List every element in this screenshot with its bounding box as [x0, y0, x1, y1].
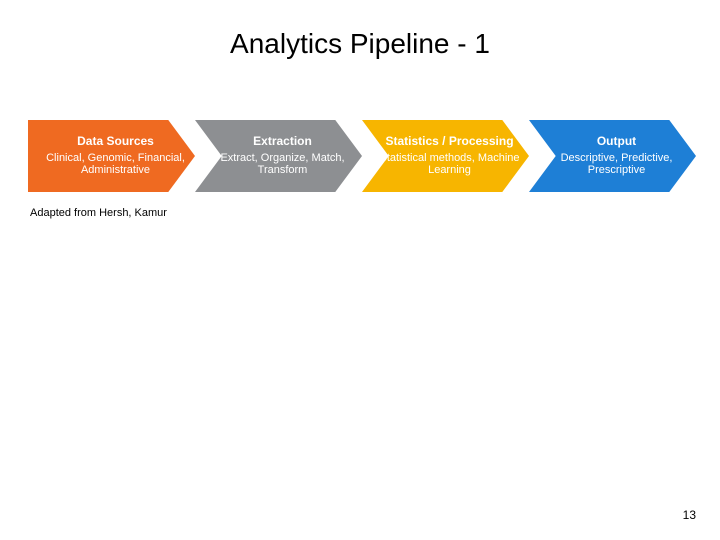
pipeline-stage-content: Output Descriptive, Predictive, Prescript…	[543, 120, 690, 192]
page-number: 13	[683, 508, 696, 522]
pipeline-stage-0: Data Sources Clinical, Genomic, Financial…	[28, 120, 195, 192]
pipeline-stage-desc: Extract, Organize, Match, Transform	[209, 152, 356, 177]
slide: Analytics Pipeline - 1 Data Sources Clini…	[0, 0, 720, 540]
pipeline-stage-desc: Descriptive, Predictive, Prescriptive	[543, 152, 690, 177]
pipeline-stage-content: Extraction Extract, Organize, Match, Tran…	[209, 120, 356, 192]
pipeline-stage-desc: Statistical methods, Machine Learning	[376, 152, 523, 177]
pipeline-stage-3: Output Descriptive, Predictive, Prescript…	[529, 120, 696, 192]
pipeline-stage-1: Extraction Extract, Organize, Match, Tran…	[195, 120, 362, 192]
pipeline-stage-title: Data Sources	[77, 135, 154, 149]
pipeline-stage-title: Statistics / Processing	[385, 135, 513, 149]
pipeline-stage-content: Data Sources Clinical, Genomic, Financial…	[42, 120, 189, 192]
pipeline-stage-title: Output	[597, 135, 636, 149]
pipeline-flowchart: Data Sources Clinical, Genomic, Financial…	[28, 120, 696, 192]
pipeline-stage-content: Statistics / Processing Statistical metho…	[376, 120, 523, 192]
page-title: Analytics Pipeline - 1	[0, 28, 720, 60]
citation-text: Adapted from Hersh, Kamur	[30, 207, 167, 219]
pipeline-stage-title: Extraction	[253, 135, 312, 149]
pipeline-stage-desc: Clinical, Genomic, Financial, Administra…	[42, 152, 189, 177]
pipeline-stage-2: Statistics / Processing Statistical metho…	[362, 120, 529, 192]
